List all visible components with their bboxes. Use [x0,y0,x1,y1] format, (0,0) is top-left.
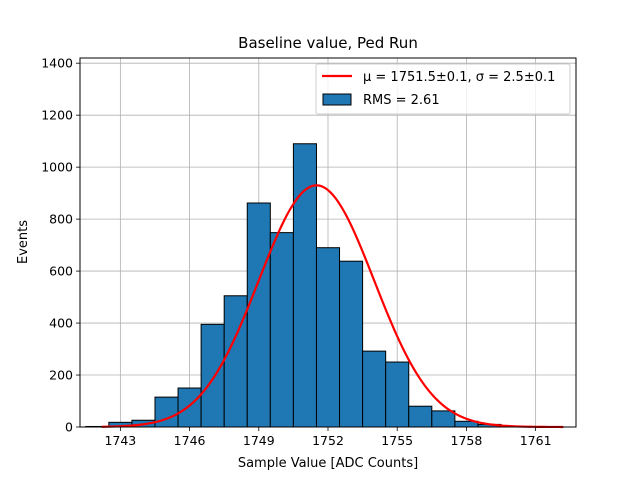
y-tick-label: 200 [49,368,73,383]
grid-lines [80,58,576,428]
x-tick-label: 1761 [520,433,552,448]
histogram-bar [177,387,202,428]
y-tick-label: 1000 [41,160,73,175]
y-tick-label: 400 [49,316,73,331]
histogram-bar [200,323,225,428]
histogram-bar [362,350,387,428]
y-axis-label: Events [16,220,31,264]
x-tick-label: 1746 [174,433,206,448]
histogram-bar [431,410,456,428]
x-tick-label: 1755 [381,433,413,448]
gaussian-fit-curve [101,184,564,429]
histogram-bar [315,247,341,428]
legend-histogram-swatch [322,93,352,106]
histogram-bar [385,361,410,428]
x-tick-label: 1743 [104,433,136,448]
legend-fit-label: μ = 1751.5±0.1, σ = 2.5±0.1 [363,70,555,85]
histogram-bar [154,396,179,428]
x-tick-label: 1752 [312,433,344,448]
x-tick-label: 1758 [451,433,483,448]
legend: μ = 1751.5±0.1, σ = 2.5±0.1 RMS = 2.61 [315,63,571,115]
legend-histogram-label: RMS = 2.61 [363,93,440,108]
histogram-bar [408,405,433,428]
histogram-bar [269,232,294,428]
y-tick-label: 600 [49,264,73,279]
histogram-bar [339,260,364,428]
chart-title: Baseline value, Ped Run [238,34,418,52]
legend-box [315,63,571,115]
x-axis-label: Sample Value [ADC Counts] [238,456,418,471]
axis-ticks: 1743 1746 1749 1752 1755 1758 1761 0 200 400 600 80… [41,56,551,448]
x-tick-label: 1749 [243,433,275,448]
fit-curve-layer [101,184,564,429]
histogram-bar [246,202,271,428]
y-tick-label: 1200 [41,108,73,123]
y-tick-label: 1400 [41,56,73,71]
y-tick-label: 800 [49,212,73,227]
y-tick-label: 0 [65,420,73,435]
